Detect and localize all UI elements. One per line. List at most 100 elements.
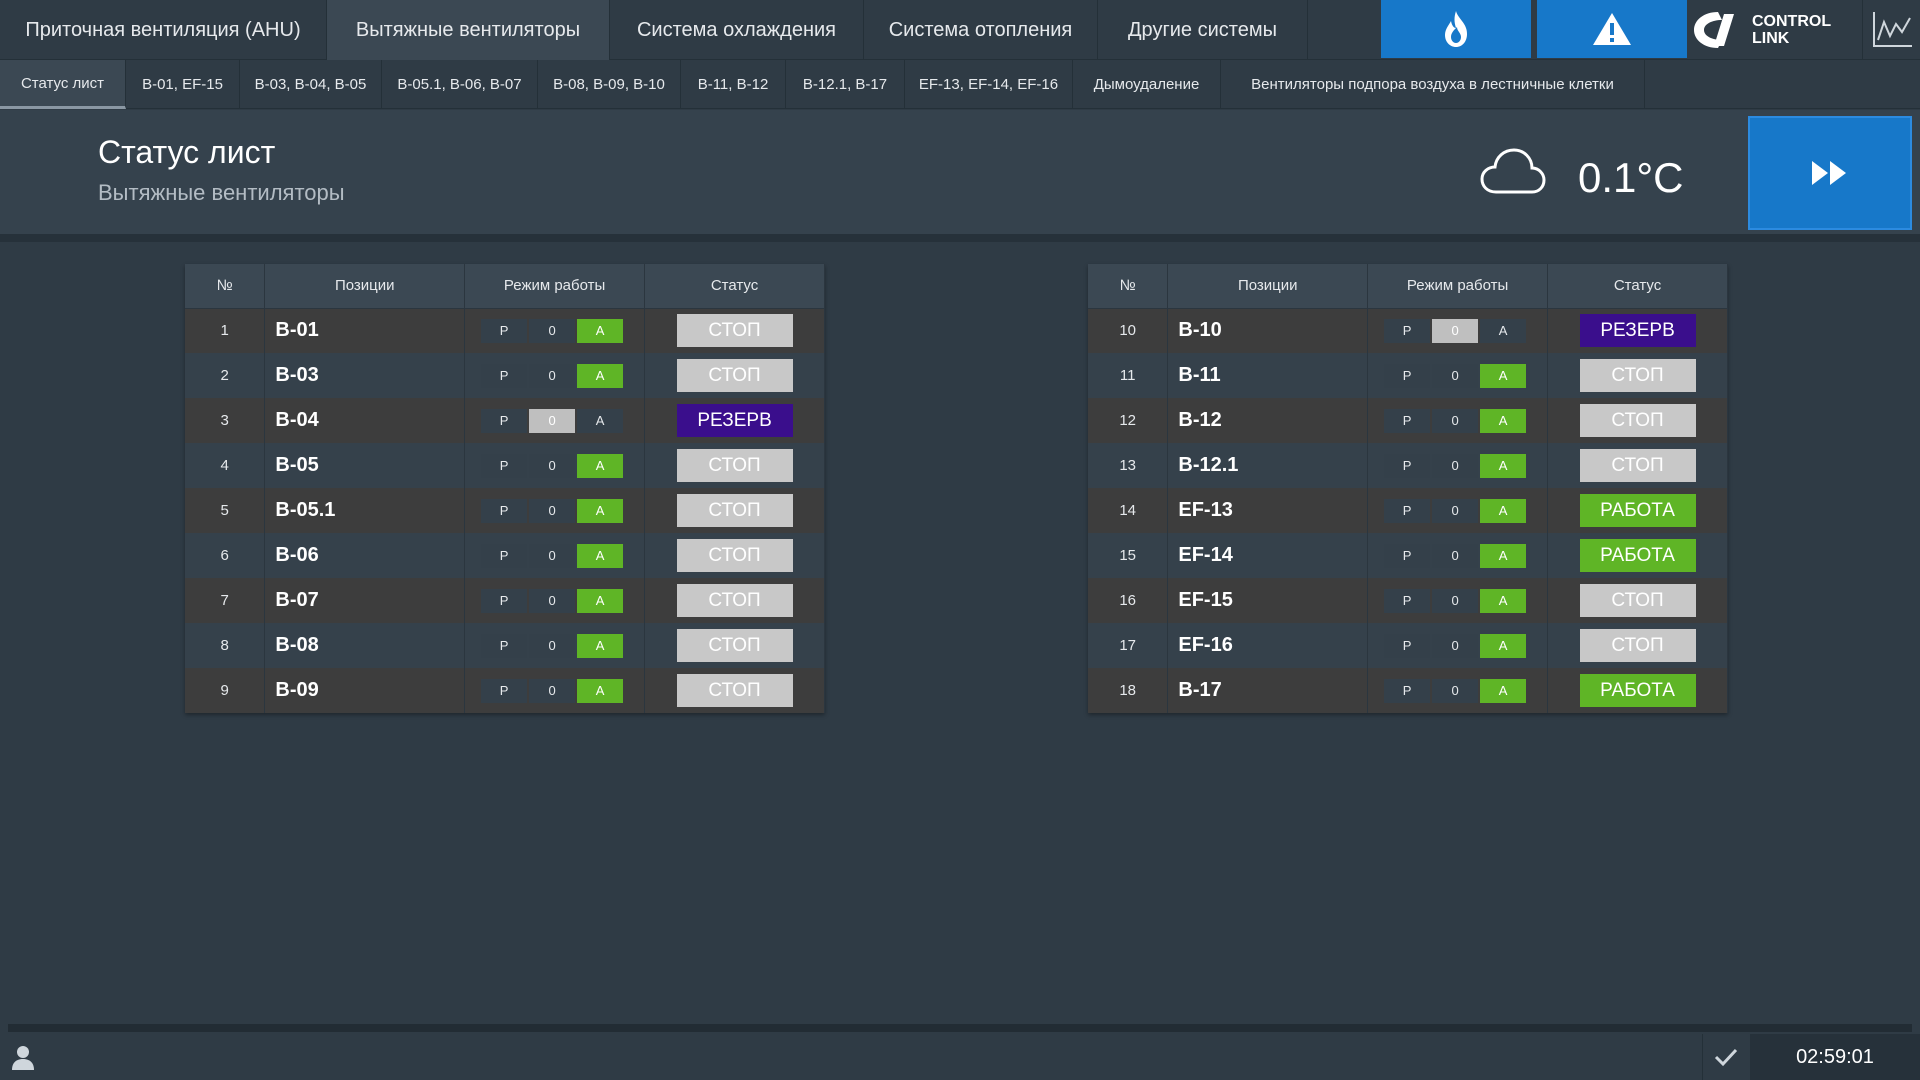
subtab-status-list[interactable]: Статус лист	[0, 60, 126, 109]
mode-manual[interactable]: Р	[1384, 408, 1431, 433]
mode-off[interactable]: 0	[529, 633, 576, 658]
table-row[interactable]: 9 В-09 Р 0 А СТОП	[185, 668, 825, 713]
mode-auto[interactable]: А	[577, 633, 624, 658]
table-row[interactable]: 3 В-04 Р 0 А РЕЗЕРВ	[185, 398, 825, 443]
mode-off[interactable]: 0	[1432, 408, 1479, 433]
mode-off[interactable]: 0	[1432, 588, 1479, 613]
tab-supply-ventilation[interactable]: Приточная вентиляция (AHU)	[0, 0, 327, 60]
mode-manual[interactable]: Р	[481, 453, 528, 478]
table-row[interactable]: 6 В-06 Р 0 А СТОП	[185, 533, 825, 578]
table-row[interactable]: 11 В-11 Р 0 А СТОП	[1088, 353, 1728, 398]
mode-off[interactable]: 0	[1432, 498, 1479, 523]
mode-manual[interactable]: Р	[481, 588, 528, 613]
mode-auto[interactable]: А	[1480, 588, 1527, 613]
subtab-v01-ef15[interactable]: В-01, EF-15	[126, 60, 240, 109]
mode-off[interactable]: 0	[529, 498, 576, 523]
mode-auto[interactable]: А	[577, 363, 624, 388]
mode-off[interactable]: 0	[529, 318, 576, 343]
mode-manual[interactable]: Р	[1384, 453, 1431, 478]
mode-manual[interactable]: Р	[1384, 588, 1431, 613]
mode-off[interactable]: 0	[529, 543, 576, 568]
mode-manual[interactable]: Р	[481, 678, 528, 703]
next-page-button[interactable]	[1748, 116, 1912, 230]
mode-manual[interactable]: Р	[1384, 678, 1431, 703]
mode-auto[interactable]: А	[1480, 543, 1527, 568]
mode-manual[interactable]: Р	[481, 498, 528, 523]
mode-off[interactable]: 0	[529, 363, 576, 388]
mode-auto[interactable]: А	[1480, 408, 1527, 433]
subtab-v11-v12[interactable]: В-11, В-12	[681, 60, 786, 109]
user-icon[interactable]	[10, 1044, 36, 1070]
subtab-v121-v17[interactable]: В-12.1, В-17	[786, 60, 905, 109]
mode-auto[interactable]: А	[577, 408, 624, 433]
tab-heating-system[interactable]: Система отопления	[864, 0, 1098, 60]
mode-auto[interactable]: А	[577, 678, 624, 703]
mode-off[interactable]: 0	[1432, 453, 1479, 478]
mode-manual[interactable]: Р	[481, 363, 528, 388]
mode-auto[interactable]: А	[577, 453, 624, 478]
table-row[interactable]: 13 В-12.1 Р 0 А СТОП	[1088, 443, 1728, 488]
mode-manual[interactable]: Р	[1384, 498, 1431, 523]
tab-other-systems[interactable]: Другие системы	[1098, 0, 1308, 60]
table-row[interactable]: 7 В-07 Р 0 А СТОП	[185, 578, 825, 623]
mode-off[interactable]: 0	[1432, 678, 1479, 703]
table-row[interactable]: 14 EF-13 Р 0 А РАБОТА	[1088, 488, 1728, 533]
mode-auto[interactable]: А	[1480, 633, 1527, 658]
mode-manual[interactable]: Р	[1384, 318, 1431, 343]
subtab-stairwell-pressurization[interactable]: Вентиляторы подпора воздуха в лестничные…	[1221, 60, 1645, 109]
table-row[interactable]: 15 EF-14 Р 0 А РАБОТА	[1088, 533, 1728, 578]
table-row[interactable]: 1 В-01 Р 0 А СТОП	[185, 308, 825, 353]
mode-manual[interactable]: Р	[481, 318, 528, 343]
tab-cooling-system[interactable]: Система охлаждения	[610, 0, 864, 60]
table-row[interactable]: 5 В-05.1 Р 0 А СТОП	[185, 488, 825, 533]
mode-manual[interactable]: Р	[1384, 543, 1431, 568]
acknowledge-button[interactable]	[1702, 1034, 1748, 1080]
subtab-smoke-extraction[interactable]: Дымоудаление	[1073, 60, 1221, 109]
mode-auto[interactable]: А	[577, 588, 624, 613]
mode-off[interactable]: 0	[1432, 543, 1479, 568]
fire-alarm-button[interactable]	[1381, 0, 1531, 58]
mode-manual[interactable]: Р	[481, 543, 528, 568]
trends-button[interactable]	[1862, 0, 1920, 60]
mode-auto[interactable]: А	[577, 318, 624, 343]
mode-off[interactable]: 0	[529, 453, 576, 478]
table-row[interactable]: 16 EF-15 Р 0 А СТОП	[1088, 578, 1728, 623]
table-row[interactable]: 8 В-08 Р 0 А СТОП	[185, 623, 825, 668]
mode-auto[interactable]: А	[1480, 498, 1527, 523]
mode-off[interactable]: 0	[529, 678, 576, 703]
subtab-v051-v06-v07[interactable]: В-05.1, В-06, В-07	[382, 60, 538, 109]
table-row[interactable]: 4 В-05 Р 0 А СТОП	[185, 443, 825, 488]
mode-auto[interactable]: А	[1480, 678, 1527, 703]
mode-manual[interactable]: Р	[481, 408, 528, 433]
table-row[interactable]: 12 В-12 Р 0 А СТОП	[1088, 398, 1728, 443]
table-row[interactable]: 17 EF-16 Р 0 А СТОП	[1088, 623, 1728, 668]
mode-auto[interactable]: А	[1480, 318, 1527, 343]
mode-off[interactable]: 0	[529, 408, 576, 433]
mode-off[interactable]: 0	[1432, 633, 1479, 658]
mode-off[interactable]: 0	[1432, 318, 1479, 343]
mode-auto[interactable]: А	[577, 543, 624, 568]
mode-manual[interactable]: Р	[1384, 363, 1431, 388]
subtab-ef13-ef14-ef16[interactable]: EF-13, EF-14, EF-16	[905, 60, 1073, 109]
mode-manual[interactable]: Р	[481, 633, 528, 658]
mode-auto[interactable]: А	[1480, 453, 1527, 478]
table-row[interactable]: 18 В-17 Р 0 А РАБОТА	[1088, 668, 1728, 713]
subtab-v03-v04-v05[interactable]: В-03, В-04, В-05	[240, 60, 382, 109]
mode-auto[interactable]: А	[577, 498, 624, 523]
